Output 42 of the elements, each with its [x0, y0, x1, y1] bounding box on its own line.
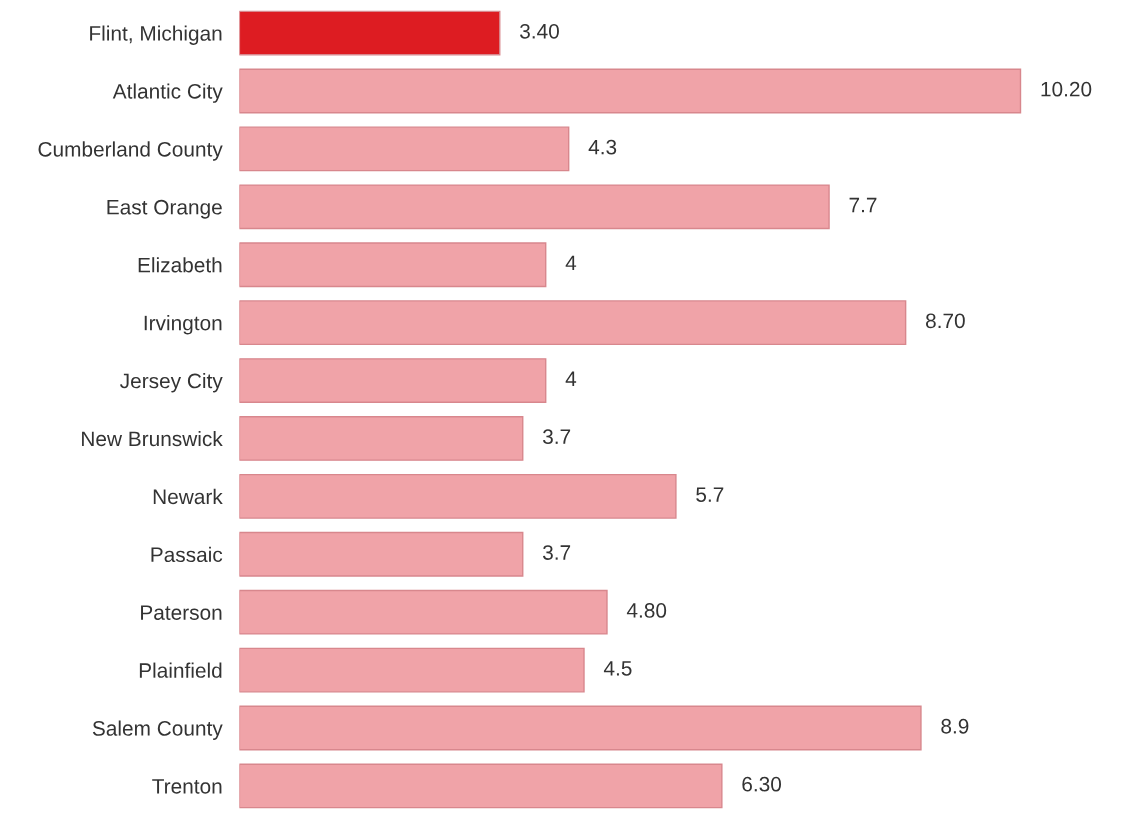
y-tick-label: Irvington: [144, 315, 222, 335]
y-tick-label: Cumberland County: [38, 141, 223, 161]
y-tick-label: East Orange: [107, 199, 222, 219]
bar: [239, 68, 1022, 114]
data-label: 8.70: [925, 313, 965, 329]
data-label: 3.7: [542, 545, 571, 560]
y-tick-label: Elizabeth: [138, 257, 222, 273]
y-tick-label: Atlantic City: [112, 83, 223, 103]
data-label: 7.7: [849, 197, 877, 213]
data-label: 3.40: [520, 23, 559, 39]
data-label: 5.7: [696, 487, 724, 502]
y-tick-label: Jersey City: [120, 372, 223, 393]
bar: [239, 358, 547, 403]
bar: [239, 705, 922, 751]
data-label: 3.7: [542, 429, 571, 445]
y-tick-label: Flint, Michigan: [90, 25, 222, 45]
y-tick-label: New Brunswick: [82, 430, 223, 447]
y-tick-label: Passaic: [151, 546, 223, 563]
bar: [239, 531, 524, 577]
data-label: 4.3: [588, 139, 617, 155]
bar: [239, 416, 524, 461]
data-label: 6.30: [742, 776, 782, 792]
data-label: 4.80: [626, 603, 667, 618]
data-label: 4: [565, 371, 577, 386]
bar: [239, 763, 723, 809]
bar: [239, 473, 677, 519]
data-label: 8.9: [941, 718, 969, 734]
bar: [239, 647, 585, 693]
data-label: 10.20: [1041, 81, 1092, 97]
y-tick-label: Trenton: [152, 779, 222, 794]
data-label: 4.5: [603, 661, 632, 676]
y-tick-label: Salem County: [92, 720, 223, 740]
y-tick-label: Paterson: [141, 605, 222, 620]
bar: [239, 300, 907, 346]
bar: [239, 242, 547, 288]
bar: [239, 184, 830, 230]
bar: [239, 126, 570, 172]
y-tick-label: Newark: [153, 488, 223, 505]
bar: [239, 589, 608, 635]
data-label: 4: [565, 255, 577, 271]
bar: [239, 10, 501, 56]
y-tick-label: Plainfield: [139, 662, 222, 678]
